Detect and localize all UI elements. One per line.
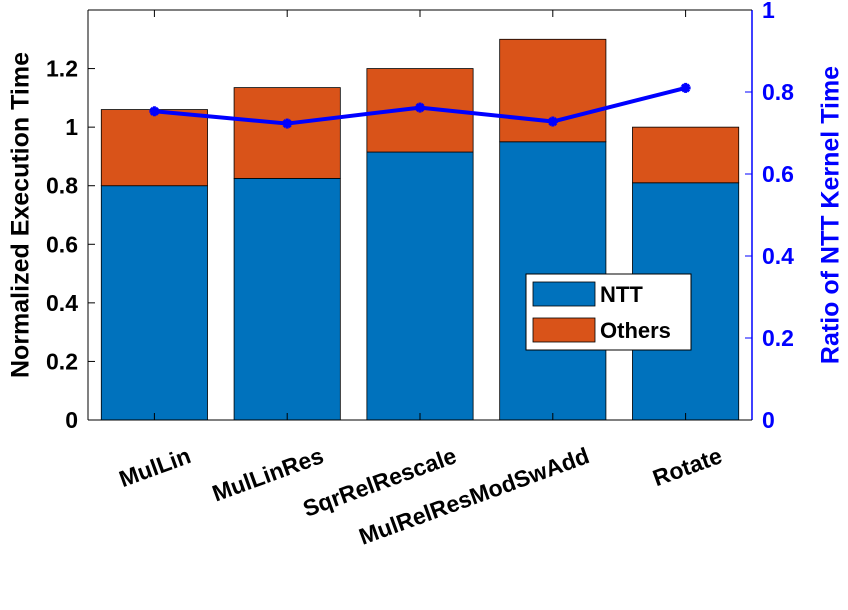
category-label-rotate: Rotate <box>649 442 725 491</box>
bar-others-mulrelresmodswadd <box>499 38 607 143</box>
legend-label-others: Others <box>600 318 671 343</box>
left-tick-label: 1 <box>65 114 78 140</box>
left-tick-label: 0 <box>65 407 78 433</box>
right-tick-label: 0.6 <box>762 161 794 187</box>
ratio-point-sqrrelrescale <box>415 102 425 113</box>
marker-stroke <box>415 103 425 113</box>
right-axis-title: Ratio of NTT Kernel Time <box>817 66 845 364</box>
marker-stroke <box>149 106 159 116</box>
ratio-point-mullin <box>149 106 160 117</box>
ratio-point-mullinres <box>282 118 293 129</box>
bar-ntt-sqrrelrescale <box>366 151 474 421</box>
left-tick-label: 0.2 <box>46 348 78 374</box>
category-label-mullin: MulLin <box>116 442 195 492</box>
ratio-point-rotate <box>680 82 691 93</box>
bar-others-rotate <box>632 126 740 184</box>
left-axis-title: Normalized Execution Time <box>7 52 35 378</box>
marker-stroke <box>282 119 292 129</box>
legend: NTT Others <box>525 273 692 351</box>
right-tick-label: 0.4 <box>762 243 794 269</box>
left-tick-label: 0.8 <box>46 173 78 199</box>
right-tick-label: 0 <box>762 407 775 433</box>
left-tick-label: 1.2 <box>46 56 78 82</box>
left-tick-label: 0.6 <box>46 231 78 257</box>
ratio-line-layer <box>149 82 691 129</box>
bar-ntt-mullin <box>100 185 208 421</box>
legend-swatch-others <box>532 317 596 343</box>
legend-swatch-ntt <box>532 281 596 307</box>
bar-ntt-mullinres <box>233 177 341 421</box>
marker-stroke <box>681 83 691 93</box>
marker-stroke <box>548 116 558 127</box>
ratio-point-mulrelresmodswadd <box>547 116 558 127</box>
left-y-axis: 0 0.2 0.4 0.6 0.8 1 1.2 <box>46 10 95 433</box>
legend-label-ntt: NTT <box>600 282 643 307</box>
category-label-mulrelresmodswadd: MulRelResModSwAdd <box>355 442 592 549</box>
bars-layer <box>100 38 740 421</box>
bar-others-mullin <box>100 109 208 187</box>
right-tick-label: 0.8 <box>762 79 794 105</box>
left-tick-label: 0.4 <box>46 290 78 316</box>
right-tick-label: 0.2 <box>762 325 794 351</box>
right-tick-label: 1 <box>762 0 775 23</box>
bar-others-mullinres <box>233 87 341 179</box>
right-y-axis: 0 0.2 0.4 0.6 0.8 1 <box>745 0 794 433</box>
